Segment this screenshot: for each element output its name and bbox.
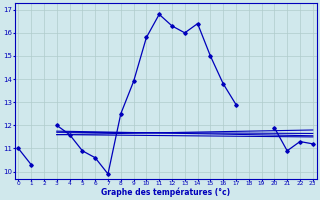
X-axis label: Graphe des températures (°c): Graphe des températures (°c) <box>101 188 230 197</box>
